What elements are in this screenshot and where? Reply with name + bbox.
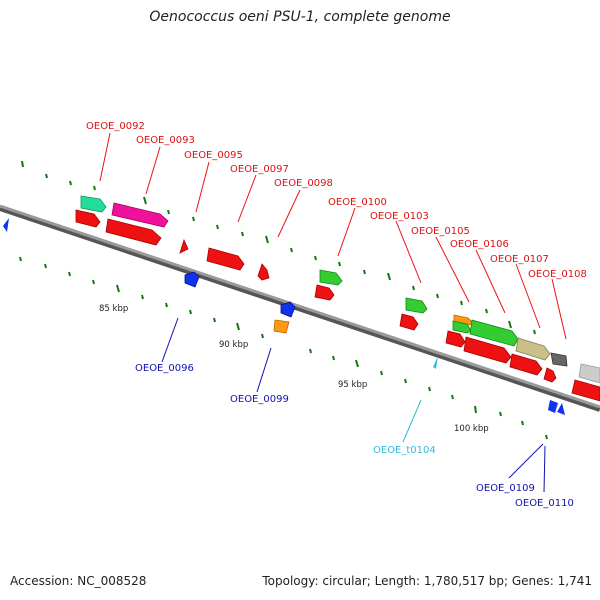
gene-label-0100: OEOE_0100 — [328, 197, 387, 208]
gene-label-0105: OEOE_0105 — [411, 226, 470, 237]
gene-label-0092: OEOE_0092 — [86, 121, 145, 132]
feature-0100-cog — [319, 269, 343, 286]
cds-0108 — [543, 367, 557, 383]
feature-0092-cog — [80, 195, 107, 213]
feature-0096 — [184, 271, 200, 288]
feature-t0104 — [433, 356, 438, 369]
feature-0109 — [548, 400, 558, 413]
feature-0105-cog-green — [452, 320, 472, 334]
cds-next — [571, 379, 600, 402]
feature-next-cog — [578, 363, 600, 384]
reverse-marker-left — [3, 218, 9, 232]
feature-0099-blue — [280, 301, 296, 318]
cds-0093 — [105, 218, 162, 246]
feature-0110 — [557, 403, 565, 415]
cds-0105 — [445, 330, 466, 348]
feature-0093-cog — [111, 202, 169, 228]
upper-tick-marks — [21, 160, 536, 335]
t0104-leader-line — [402, 399, 422, 443]
feature-0099-orange — [273, 319, 290, 334]
gene-label-0099: OEOE_0099 — [230, 394, 289, 405]
gene-label-0096: OEOE_0096 — [135, 363, 194, 374]
gene-label-0098: OEOE_0098 — [274, 178, 333, 189]
kbp-label-90: 90 kbp — [219, 340, 248, 350]
cds-0098 — [257, 263, 270, 281]
gene-label-0107: OEOE_0107 — [490, 254, 549, 265]
gene-label-0103: OEOE_0103 — [370, 211, 429, 222]
forward-leader-lines — [99, 132, 567, 340]
feature-0103-cog — [405, 297, 428, 314]
gene-label-0095: OEOE_0095 — [184, 150, 243, 161]
cds-0100 — [314, 284, 335, 301]
feature-0107-cog — [515, 337, 551, 361]
topology-text: Topology: circular; Length: 1,780,517 bp… — [262, 574, 592, 588]
map-title: Oenococcus oeni PSU-1, complete genome — [149, 9, 451, 25]
cds-0092 — [75, 209, 101, 228]
gene-label-0110: OEOE_0110 — [515, 498, 574, 509]
lower-tick-marks — [19, 256, 548, 440]
kbp-label-95: 95 kbp — [338, 380, 367, 390]
feature-0106-cog — [469, 319, 519, 347]
gene-label-t0104: OEOE_t0104 — [373, 445, 436, 456]
kbp-label-85: 85 kbp — [99, 304, 128, 314]
genome-backbone-shadow — [0, 205, 600, 412]
gene-label-0093: OEOE_0093 — [136, 135, 195, 146]
gene-label-0109: OEOE_0109 — [476, 483, 535, 494]
accession-text: Accession: NC_008528 — [10, 574, 147, 588]
reverse-leader-lines — [161, 317, 546, 493]
cds-0106 — [463, 336, 512, 364]
cds-0097 — [206, 247, 245, 271]
genome-backbone — [0, 204, 600, 409]
gene-label-0108: OEOE_0108 — [528, 269, 587, 280]
gene-label-0097: OEOE_0097 — [230, 164, 289, 175]
cds-0103 — [399, 313, 419, 331]
cds-0107 — [509, 353, 543, 376]
cds-0095 — [179, 238, 189, 254]
kbp-label-100: 100 kbp — [454, 424, 489, 434]
feature-0108-cog — [550, 352, 568, 367]
gene-label-0106: OEOE_0106 — [450, 239, 509, 250]
